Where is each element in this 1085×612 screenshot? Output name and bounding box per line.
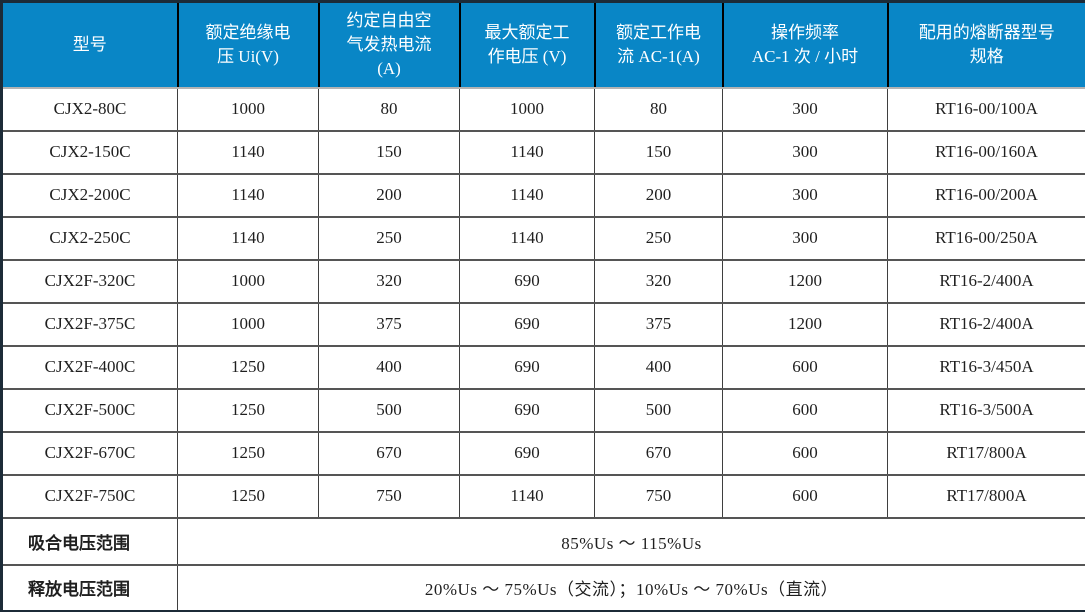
column-header-fuse-spec: 配用的熔断器型号 规格: [886, 1, 1085, 89]
cell: 500: [318, 387, 460, 432]
table-row: CJX2-80C 1000 80 1000 80 300 RT16-00/100A: [1, 86, 1085, 131]
table-row: CJX2-250C 1140 250 1140 250 300 RT16-00/250A: [1, 215, 1085, 260]
footer-value-release-voltage-range: 20%Us ～ 75%Us（交流）；10%Us ～ 70%Us（直流）: [177, 563, 1085, 612]
column-header-max-working-voltage: 最大额定工 作电压 (V): [458, 1, 595, 89]
cell: CJX2-200C: [1, 172, 178, 217]
cell: CJX2-150C: [1, 129, 178, 174]
cell: RT16-3/500A: [887, 387, 1085, 432]
cell: CJX2F-400C: [1, 344, 178, 389]
cell: 690: [459, 344, 595, 389]
cell: 690: [459, 430, 595, 475]
cell: 1140: [459, 172, 595, 217]
column-header-working-current: 额定工作电 流 AC-1(A): [593, 1, 723, 89]
footer-label-pickup-voltage-range: 吸合电压范围: [1, 516, 178, 565]
cell: RT17/800A: [887, 430, 1085, 475]
cell: 375: [594, 301, 723, 346]
cell: 1140: [177, 215, 319, 260]
cell: 600: [722, 387, 888, 432]
cell: CJX2-80C: [1, 86, 178, 131]
cell: 600: [722, 473, 888, 518]
cell: RT16-00/160A: [887, 129, 1085, 174]
cell: 200: [318, 172, 460, 217]
cell: 1140: [459, 129, 595, 174]
footer-row-pickup: 吸合电压范围 85%Us ～ 115%Us: [1, 516, 1085, 565]
table-footer: 吸合电压范围 85%Us ～ 115%Us 释放电压范围 20%Us ～ 75%…: [1, 516, 1085, 612]
table-row: CJX2-150C 1140 150 1140 150 300 RT16-00/160A: [1, 129, 1085, 174]
table-row: CJX2F-320C 1000 320 690 320 1200 RT16-2/400A: [1, 258, 1085, 303]
cell: RT16-00/250A: [887, 215, 1085, 260]
cell: CJX2F-375C: [1, 301, 178, 346]
header-row: 型号 额定绝缘电 压 Ui(V) 约定自由空 气发热电流 (A) 最大额定工 作…: [0, 1, 1085, 89]
table-body: CJX2-80C 1000 80 1000 80 300 RT16-00/100A CJX2-…: [1, 86, 1085, 518]
cell: 1250: [177, 473, 319, 518]
cell: 690: [459, 301, 595, 346]
cell: 500: [594, 387, 723, 432]
cell: 300: [722, 86, 888, 131]
cell: 1140: [459, 473, 595, 518]
cell: 1000: [177, 301, 319, 346]
cell: 300: [722, 215, 888, 260]
cell: 1250: [177, 344, 319, 389]
cell: 400: [594, 344, 723, 389]
table-row: CJX2-200C 1140 200 1140 200 300 RT16-00/200A: [1, 172, 1085, 217]
cell: CJX2F-500C: [1, 387, 178, 432]
cell: 1000: [459, 86, 595, 131]
table-row: CJX2F-500C 1250 500 690 500 600 RT16-3/500A: [1, 387, 1085, 432]
cell: RT16-3/450A: [887, 344, 1085, 389]
cell: CJX2F-670C: [1, 430, 178, 475]
cell: 670: [594, 430, 723, 475]
cell: RT16-2/400A: [887, 258, 1085, 303]
cell: 320: [594, 258, 723, 303]
cell: 150: [318, 129, 460, 174]
table-row: CJX2F-670C 1250 670 690 670 600 RT17/800A: [1, 430, 1085, 475]
column-header-insulation-voltage: 额定绝缘电 压 Ui(V): [176, 1, 319, 89]
cell: 200: [594, 172, 723, 217]
cell: 80: [318, 86, 460, 131]
cell: 1000: [177, 86, 319, 131]
footer-row-release: 释放电压范围 20%Us ～ 75%Us（交流）；10%Us ～ 70%Us（直…: [1, 563, 1085, 612]
cell: 670: [318, 430, 460, 475]
cell: 1140: [459, 215, 595, 260]
footer-value-pickup-voltage-range: 85%Us ～ 115%Us: [177, 516, 1085, 565]
table-row: CJX2F-750C 1250 750 1140 750 600 RT17/800A: [1, 473, 1085, 518]
column-header-operating-frequency: 操作频率 AC-1 次 / 小时: [721, 1, 888, 89]
cell: 1250: [177, 430, 319, 475]
cell: 320: [318, 258, 460, 303]
cell: CJX2F-320C: [1, 258, 178, 303]
cell: 1200: [722, 301, 888, 346]
cell: CJX2-250C: [1, 215, 178, 260]
cell: 750: [594, 473, 723, 518]
cell: 250: [318, 215, 460, 260]
column-header-thermal-current: 约定自由空 气发热电流 (A): [317, 1, 460, 89]
cell: 150: [594, 129, 723, 174]
table-header: 型号 额定绝缘电 压 Ui(V) 约定自由空 气发热电流 (A) 最大额定工 作…: [0, 1, 1085, 89]
cell: 600: [722, 344, 888, 389]
cell: CJX2F-750C: [1, 473, 178, 518]
cell: 690: [459, 258, 595, 303]
table-row: CJX2F-375C 1000 375 690 375 1200 RT16-2/400A: [1, 301, 1085, 346]
cell: 300: [722, 172, 888, 217]
cell: 750: [318, 473, 460, 518]
column-header-model: 型号: [0, 1, 178, 89]
cell: 1140: [177, 129, 319, 174]
cell: 400: [318, 344, 460, 389]
cell: RT17/800A: [887, 473, 1085, 518]
cell: 250: [594, 215, 723, 260]
cell: 1140: [177, 172, 319, 217]
cell: 375: [318, 301, 460, 346]
cell: 1200: [722, 258, 888, 303]
cell: RT16-00/200A: [887, 172, 1085, 217]
cell: 1000: [177, 258, 319, 303]
cell: 690: [459, 387, 595, 432]
cell: RT16-00/100A: [887, 86, 1085, 131]
cell: 1250: [177, 387, 319, 432]
footer-label-release-voltage-range: 释放电压范围: [1, 563, 178, 612]
cell: 80: [594, 86, 723, 131]
cell: 600: [722, 430, 888, 475]
table-row: CJX2F-400C 1250 400 690 400 600 RT16-3/450A: [1, 344, 1085, 389]
cell: 300: [722, 129, 888, 174]
cell: RT16-2/400A: [887, 301, 1085, 346]
